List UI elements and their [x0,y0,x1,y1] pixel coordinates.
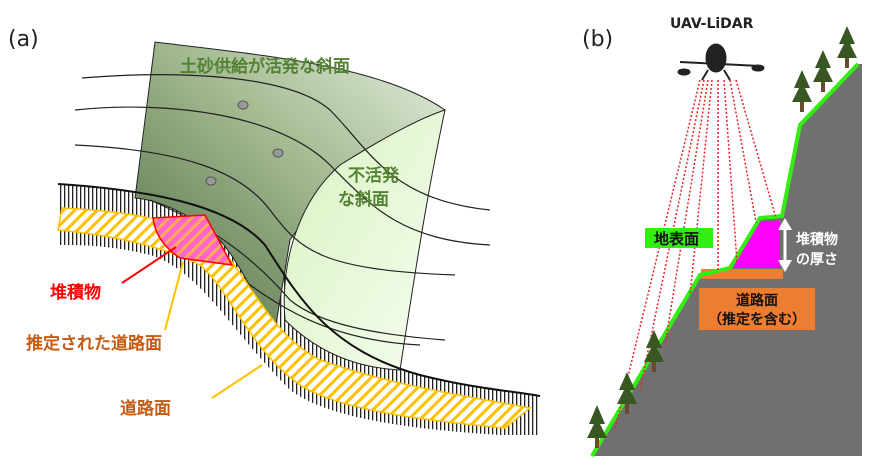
ground-surface-label-box [645,228,713,248]
deposit-area [152,214,234,266]
trees [587,26,857,448]
inactive-slope-label-1: 不活発 [348,165,400,186]
lidar-beams [614,79,777,431]
uav-lidar-label: UAV-LiDAR [670,16,754,32]
cliff-edge [57,183,541,397]
panel-a-label: (a) [8,27,39,52]
road-label-1: 道路面 [736,292,778,309]
active-slope-label: 土砂供給が活発な斜面 [180,56,350,77]
road-surface [57,207,532,429]
thickness-label-2: の厚さ [796,252,838,268]
contour-lines [74,74,491,346]
sediment [733,220,780,268]
road-label-2: （推定を含む） [708,311,806,328]
road-layer [701,269,783,279]
road-label: 道路面 [120,398,171,419]
estimated-road-leader [164,261,184,331]
ground-surface-line [590,62,860,458]
road-label-box [699,288,815,330]
deposit-leader [121,246,177,284]
ground-surface-label: 地表面 [654,230,699,248]
panel-b: (b) UA [582,16,862,458]
inactive-slope [283,109,446,371]
falling-rocks [205,100,284,186]
drone-icon [677,43,765,81]
thickness-label-1: 堆積物 [796,231,838,248]
road-leader [211,364,263,399]
estimated-road-label: 推定された道路面 [26,333,162,354]
panel-a: (a) 土砂供給が活発な斜面 不活発 な斜面 堆積物 推定された道路面 道路面 [8,27,541,435]
inactive-slope-label-2: な斜面 [338,189,389,210]
deposit-label: 堆積物 [50,282,101,303]
panel-b-label: (b) [582,27,613,52]
thickness-arrow [778,218,792,272]
